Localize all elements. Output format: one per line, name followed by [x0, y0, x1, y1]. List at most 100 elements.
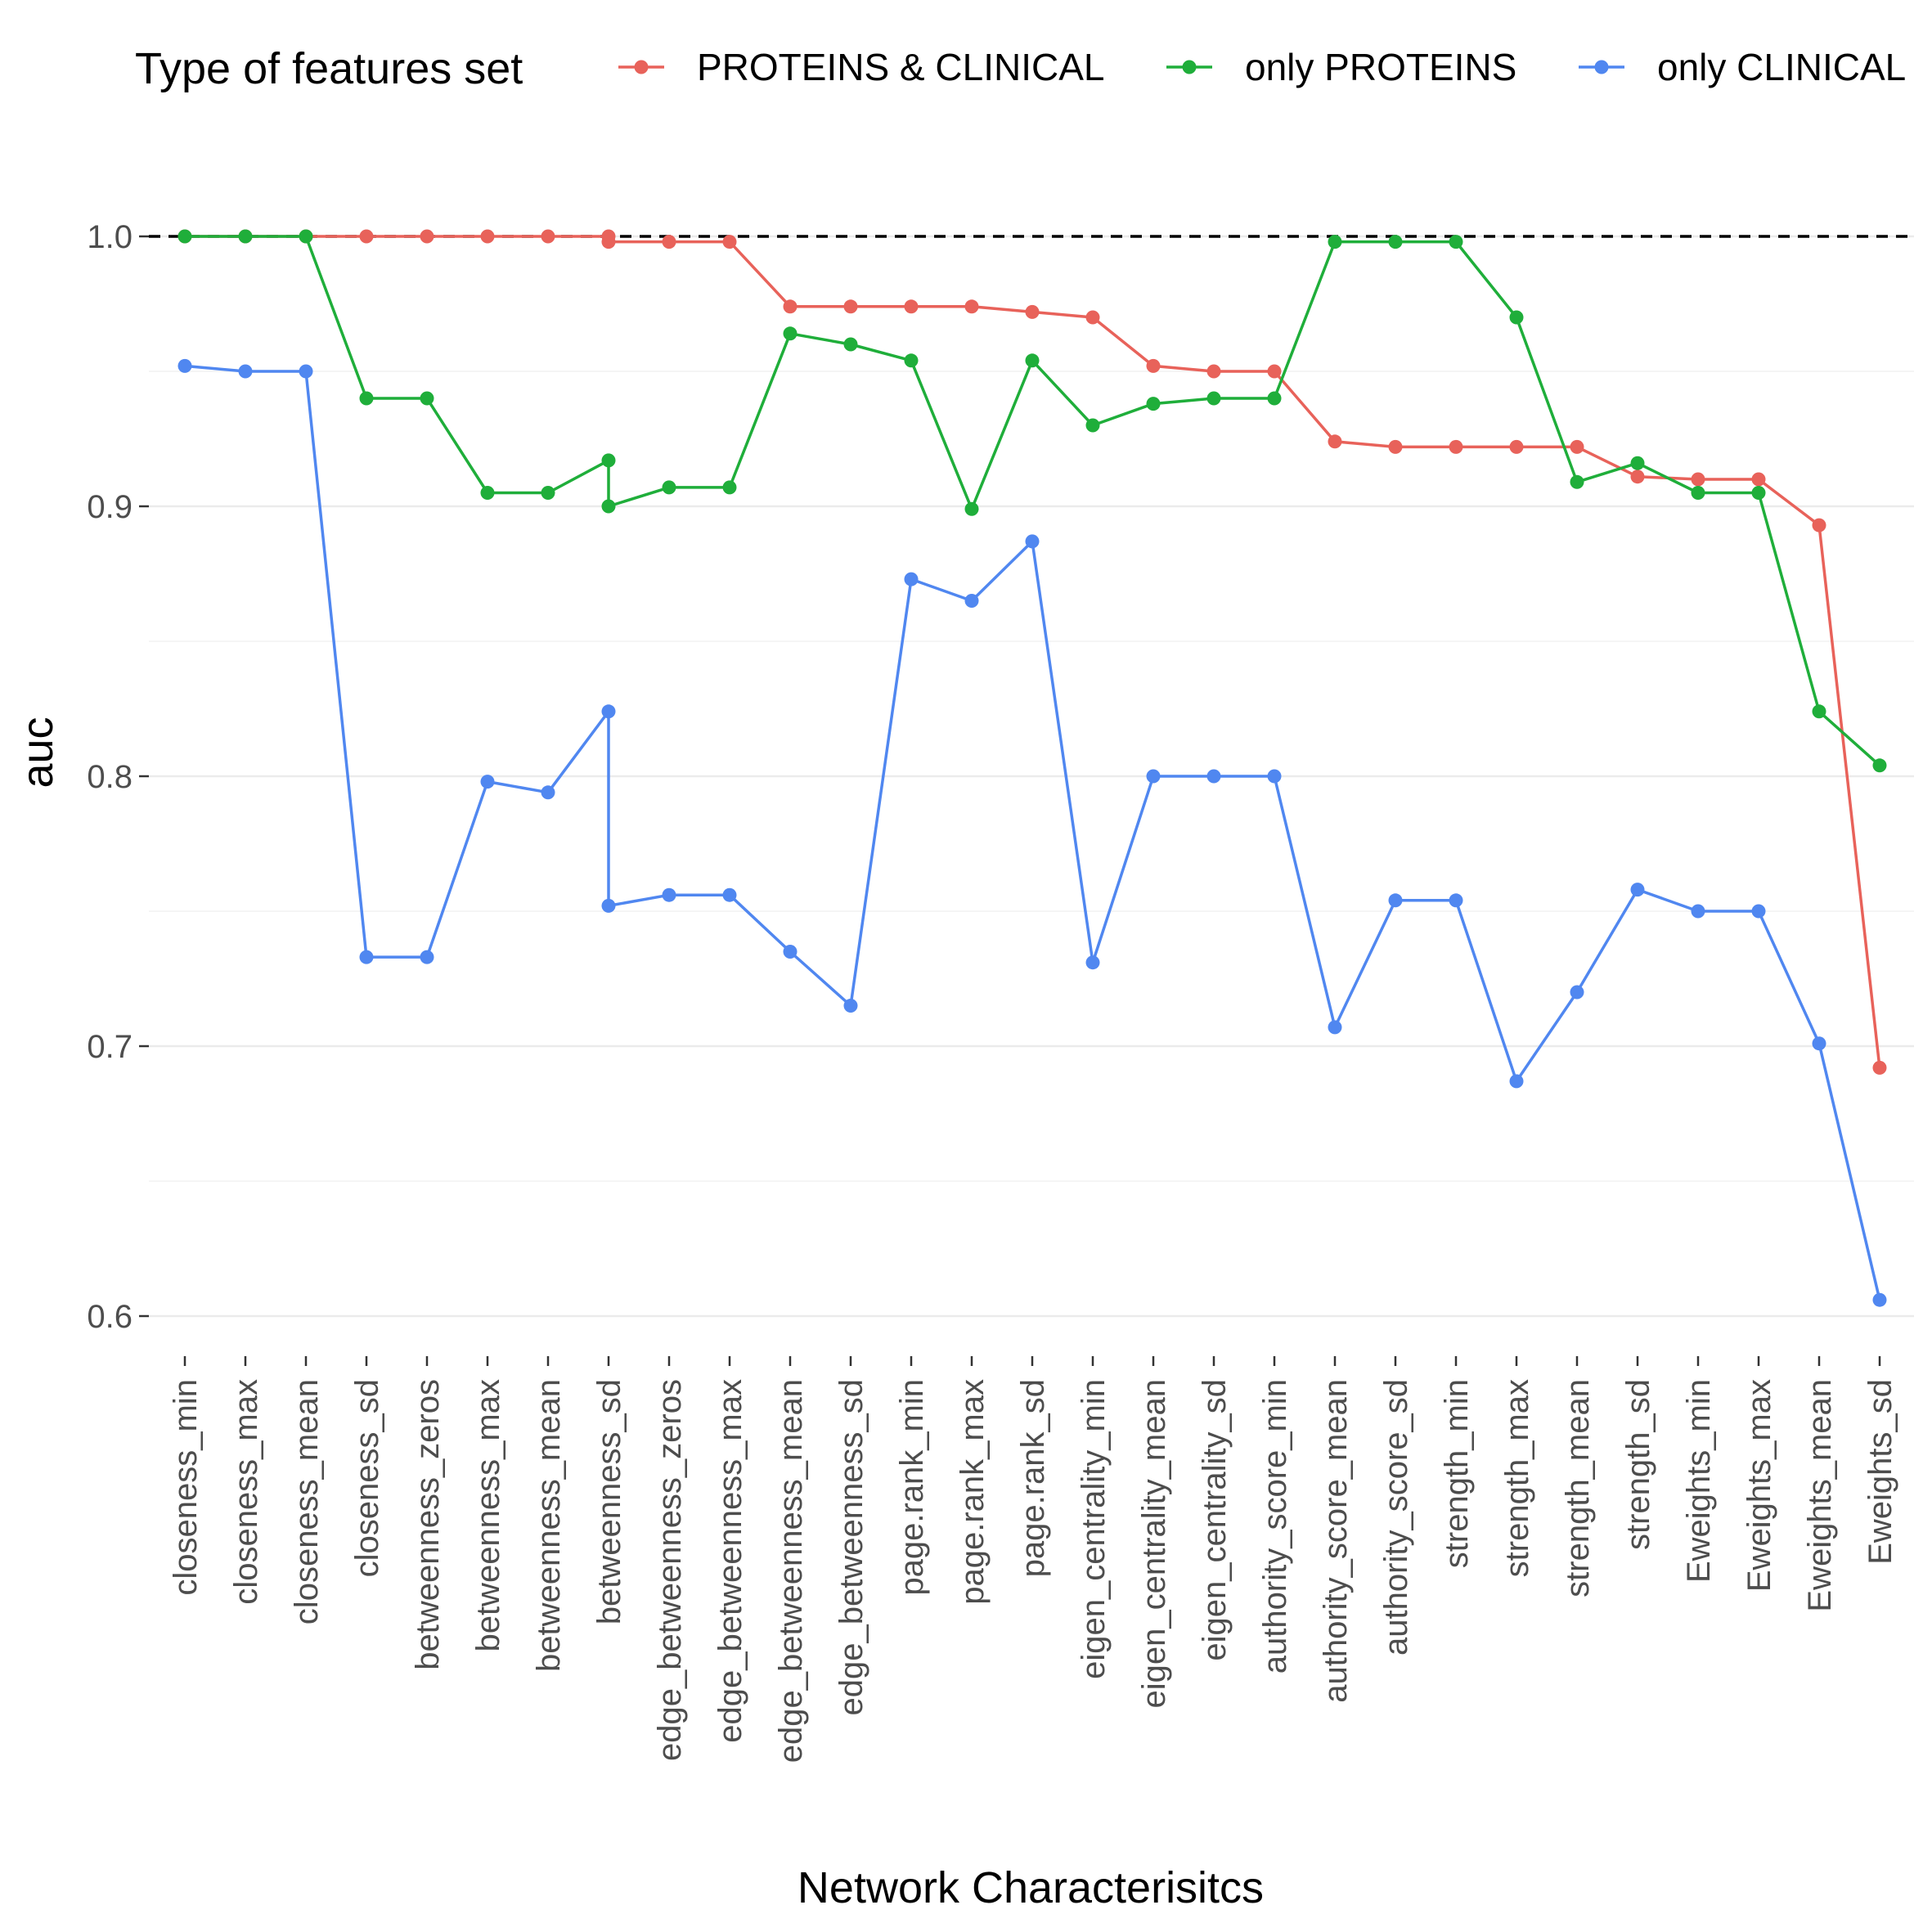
data-point [662, 235, 676, 249]
data-point [722, 887, 737, 902]
data-point [1630, 456, 1645, 470]
data-point [1570, 985, 1584, 1000]
data-point [601, 704, 616, 719]
data-point [783, 326, 798, 341]
y-axis-title: auc [13, 717, 62, 788]
x-tick-label: betweenness_zeros [410, 1379, 446, 1670]
data-point [904, 299, 919, 314]
data-point [1025, 534, 1040, 549]
legend-key-point [634, 60, 649, 74]
x-tick-label: betweenness_mean [531, 1379, 567, 1672]
data-point [541, 486, 555, 500]
data-point [964, 594, 979, 608]
data-point [480, 775, 495, 789]
data-point [843, 299, 858, 314]
data-point [904, 572, 919, 586]
data-point [541, 785, 555, 800]
x-tick-label: edge_betweenness_max [712, 1379, 748, 1743]
data-point [1630, 470, 1645, 484]
data-point [1872, 1292, 1887, 1307]
x-axis: closeness_min closeness_max closeness_mean… [168, 1356, 1898, 1763]
data-point [964, 501, 979, 516]
data-point [238, 229, 253, 244]
x-tick-label: Eweights_mean [1802, 1379, 1838, 1612]
x-tick-label: closeness_sd [349, 1379, 385, 1577]
data-point [480, 229, 495, 244]
data-point [238, 364, 253, 379]
data-point [1146, 358, 1161, 373]
x-tick-label: strength_mean [1560, 1379, 1596, 1597]
series-line [185, 235, 1881, 1068]
x-tick-label: eigen_centrality_min [1076, 1379, 1112, 1679]
legend: Type of features set PROTEINS & CLINICAL… [135, 44, 1906, 93]
data-point [541, 229, 555, 244]
x-tick-label: closeness_min [168, 1379, 204, 1596]
legend-item: only CLINICAL [1579, 46, 1906, 88]
data-point [177, 229, 192, 244]
data-point [722, 480, 737, 495]
x-tick-label: strength_min [1439, 1379, 1475, 1568]
series-2 [177, 229, 1887, 773]
x-tick-label: page.rank_max [955, 1379, 991, 1605]
legend-label: only CLINICAL [1657, 46, 1906, 88]
data-point [359, 229, 374, 244]
x-tick-label: authority_score_min [1257, 1379, 1293, 1674]
series-layer [177, 229, 1887, 1307]
data-point [1085, 310, 1100, 325]
data-point [1751, 904, 1766, 919]
x-tick-label: Eweights_sd [1862, 1379, 1898, 1565]
x-tick-label: page.rank_min [894, 1379, 930, 1596]
legend-item: PROTEINS & CLINICAL [618, 46, 1104, 88]
data-point [662, 887, 676, 902]
data-point [843, 337, 858, 352]
data-point [1812, 518, 1826, 532]
series-3 [177, 358, 1887, 1307]
data-point [299, 364, 313, 379]
data-point [1025, 353, 1040, 368]
x-tick-label: Eweights_min [1681, 1379, 1717, 1583]
data-point [904, 353, 919, 368]
x-tick-label: closeness_max [228, 1379, 264, 1605]
data-point [1146, 769, 1161, 784]
data-point [420, 950, 434, 964]
data-point [1691, 486, 1705, 500]
data-point [1085, 418, 1100, 433]
data-point [1872, 758, 1887, 773]
data-point [420, 229, 434, 244]
data-point [843, 999, 858, 1013]
y-tick-label: 0.6 [87, 1299, 133, 1335]
data-point [1449, 439, 1463, 454]
legend-label: only PROTEINS [1245, 46, 1516, 88]
data-point [1509, 439, 1524, 454]
data-point [1025, 304, 1040, 319]
data-point [177, 358, 192, 373]
data-point [1388, 235, 1403, 249]
data-point [1206, 391, 1221, 406]
data-point [1328, 235, 1342, 249]
legend-title: Type of features set [135, 44, 523, 93]
data-point [1509, 310, 1524, 325]
x-tick-label: strength_max [1499, 1379, 1535, 1577]
data-point [1267, 769, 1282, 784]
data-point [359, 391, 374, 406]
data-point [1691, 472, 1705, 487]
data-point [601, 898, 616, 913]
x-tick-label: strength_sd [1620, 1379, 1656, 1550]
data-point [1751, 472, 1766, 487]
legend-key-point [1182, 60, 1197, 74]
data-point [783, 945, 798, 959]
x-axis-title: Network Characterisitcs [798, 1863, 1264, 1912]
data-point [1691, 904, 1705, 919]
data-point [480, 486, 495, 500]
x-tick-label: betweenness_max [470, 1379, 506, 1652]
x-tick-label: eigen_centrality_mean [1136, 1379, 1172, 1708]
data-point [1449, 893, 1463, 908]
data-point [1267, 364, 1282, 379]
data-point [1267, 391, 1282, 406]
x-tick-label: eigen_centrality_sd [1197, 1379, 1233, 1661]
legend-key-point [1594, 60, 1609, 74]
data-point [601, 235, 616, 249]
data-point [1146, 397, 1161, 411]
data-point [1570, 474, 1584, 489]
